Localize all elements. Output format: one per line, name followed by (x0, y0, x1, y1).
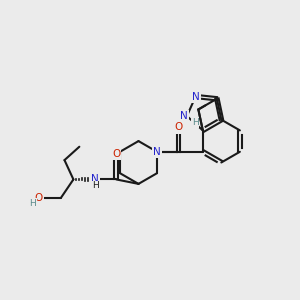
Text: N: N (153, 147, 161, 157)
Text: H: H (192, 118, 199, 127)
Text: N: N (153, 147, 161, 157)
Text: O: O (174, 122, 183, 132)
Text: H: H (30, 199, 36, 208)
Text: O: O (112, 149, 120, 159)
Text: O: O (34, 193, 43, 203)
Text: N: N (192, 92, 200, 101)
Text: N: N (180, 111, 188, 121)
Text: N: N (91, 174, 99, 184)
Text: H: H (92, 182, 99, 190)
